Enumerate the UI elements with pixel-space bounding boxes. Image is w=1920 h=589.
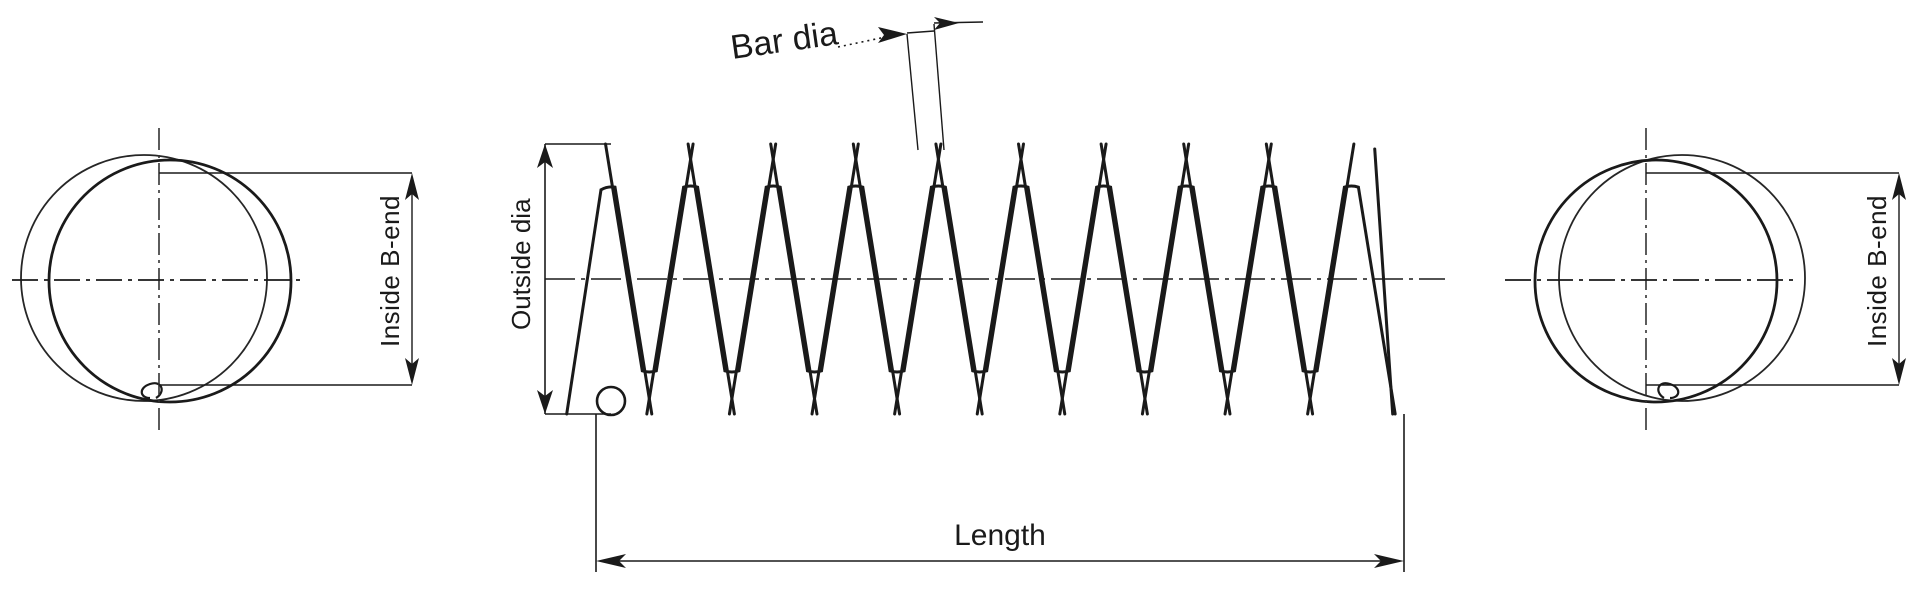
svg-text:Inside B-end: Inside B-end <box>1862 195 1892 347</box>
svg-text:Inside B-end: Inside B-end <box>375 195 405 347</box>
svg-text:Length: Length <box>954 519 1046 552</box>
svg-text:Outside dia: Outside dia <box>506 198 536 330</box>
